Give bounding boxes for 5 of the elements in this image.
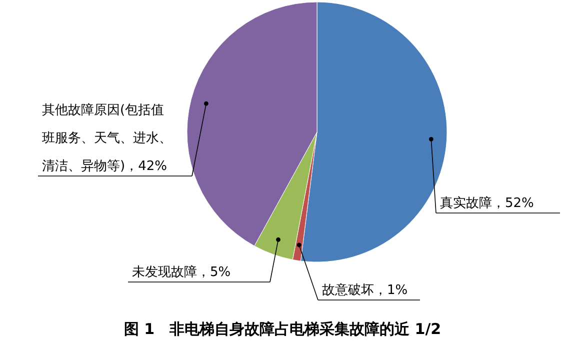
slice-label: 其他故障原因(包括值班服务、天气、进水、清洁、异物等)，42% (42, 103, 172, 174)
slice-label: 未发现故障，5% (132, 265, 231, 280)
slice-label: 真实故障，52% (440, 196, 534, 211)
slice-label: 故意破坏，1% (322, 283, 408, 298)
text: 图 1 非电梯自身故障占电梯采集故障的近 1/2 (124, 320, 442, 338)
